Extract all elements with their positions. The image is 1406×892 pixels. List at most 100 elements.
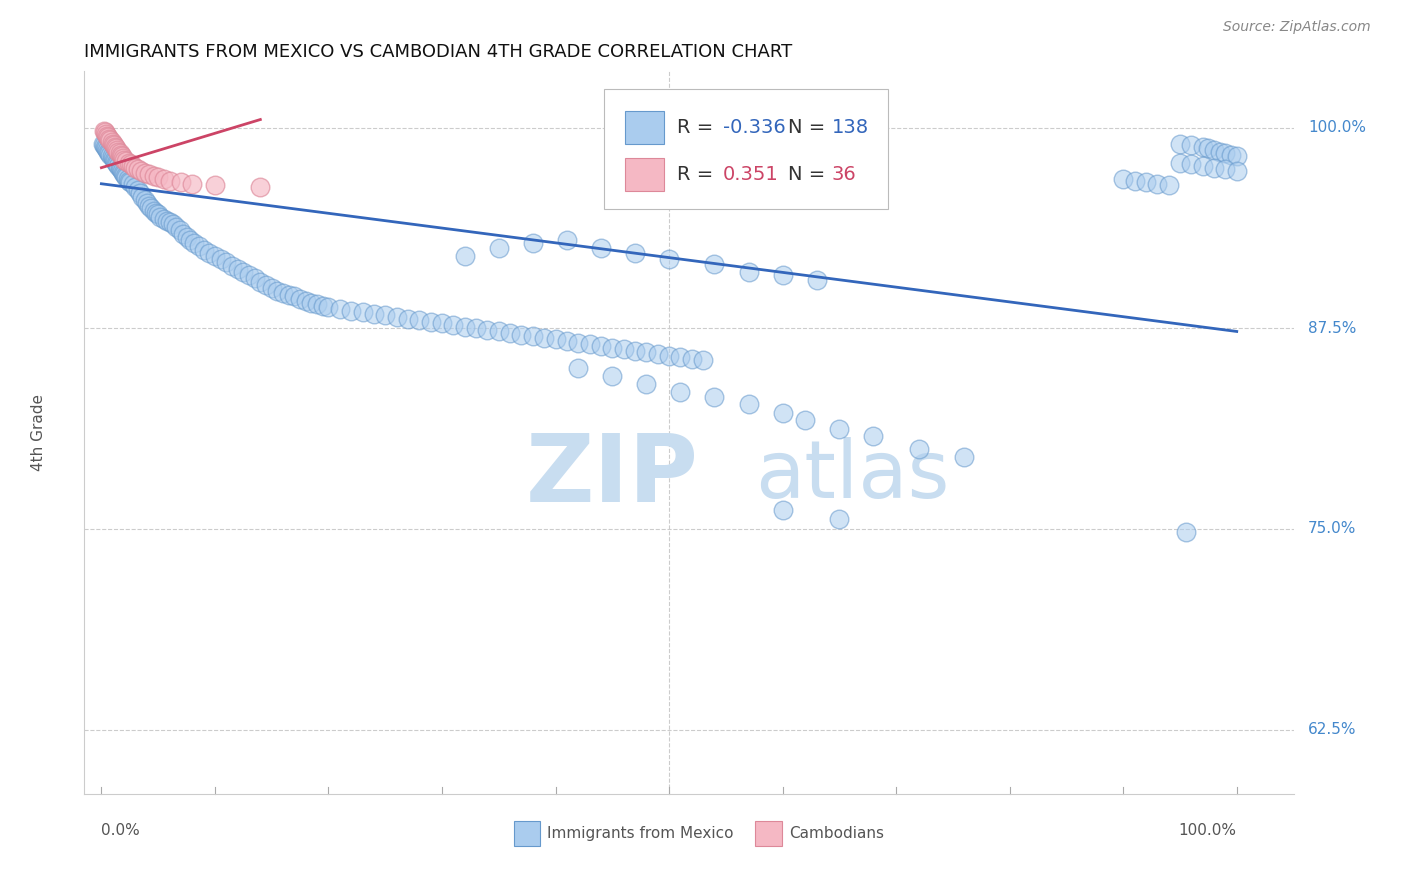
Text: 36: 36 <box>831 165 856 184</box>
Point <box>340 303 363 318</box>
Point <box>555 334 578 348</box>
Point <box>488 241 510 255</box>
Point <box>681 351 703 366</box>
Point <box>94 141 117 155</box>
Point <box>1180 157 1202 171</box>
Point <box>107 159 129 173</box>
Point <box>794 413 817 427</box>
Point <box>209 252 232 267</box>
Point <box>165 220 187 235</box>
Point <box>669 385 692 400</box>
Point <box>363 307 385 321</box>
Point <box>138 199 160 213</box>
Point <box>149 211 172 225</box>
Point <box>100 135 122 149</box>
Point <box>108 146 131 161</box>
Point <box>578 337 600 351</box>
Point <box>352 305 374 319</box>
Point <box>124 161 146 175</box>
Point <box>111 164 134 178</box>
Point <box>172 227 194 241</box>
Point <box>204 249 226 263</box>
Point <box>294 293 316 308</box>
Point <box>93 138 115 153</box>
Bar <box>513 822 540 846</box>
Point <box>97 130 120 145</box>
Point <box>1157 178 1180 193</box>
Text: Immigrants from Mexico: Immigrants from Mexico <box>547 826 734 841</box>
Text: Source: ZipAtlas.com: Source: ZipAtlas.com <box>1223 21 1371 34</box>
Text: R =: R = <box>676 119 720 137</box>
Point <box>419 315 441 329</box>
Point <box>221 259 243 273</box>
Point <box>772 268 794 283</box>
Point <box>169 223 191 237</box>
Point <box>1191 140 1213 154</box>
Point <box>127 162 149 177</box>
Text: atlas: atlas <box>755 437 950 515</box>
Point <box>430 317 453 331</box>
Point <box>110 162 132 177</box>
Point <box>1191 159 1213 173</box>
Point <box>111 165 134 179</box>
Point <box>159 215 181 229</box>
Point <box>105 143 128 157</box>
Point <box>828 422 851 436</box>
Point <box>636 345 658 359</box>
Point <box>142 169 165 183</box>
Point <box>124 180 146 194</box>
Point <box>183 236 205 251</box>
Point <box>772 406 794 420</box>
Point <box>828 512 851 526</box>
Point <box>454 319 477 334</box>
Point <box>101 151 124 165</box>
Text: N =: N = <box>789 119 831 137</box>
Point <box>204 178 226 193</box>
Point <box>283 289 305 303</box>
Point <box>1226 149 1249 163</box>
Point <box>93 124 115 138</box>
Point <box>146 207 169 221</box>
FancyBboxPatch shape <box>605 89 889 209</box>
Point <box>141 201 163 215</box>
Point <box>1209 145 1232 159</box>
Point <box>105 141 128 155</box>
Bar <box>624 112 664 144</box>
Point <box>703 257 725 271</box>
Point <box>669 350 692 364</box>
Point <box>1168 156 1191 170</box>
Point <box>103 153 125 167</box>
Point <box>114 169 136 183</box>
Point <box>600 369 623 384</box>
Point <box>266 285 288 299</box>
Point <box>145 205 167 219</box>
Point <box>115 154 138 169</box>
Text: 75.0%: 75.0% <box>1308 522 1357 536</box>
Point <box>567 361 589 376</box>
Bar <box>755 822 782 846</box>
Point <box>329 301 352 316</box>
Point <box>408 313 430 327</box>
Point <box>288 293 311 307</box>
Point <box>110 148 132 162</box>
Point <box>737 397 759 411</box>
Point <box>146 170 169 185</box>
Point <box>953 450 976 464</box>
Point <box>120 157 142 171</box>
Point <box>238 268 260 283</box>
Point <box>117 173 139 187</box>
Point <box>1202 161 1225 175</box>
Point <box>156 213 179 227</box>
Point <box>385 310 408 324</box>
Point <box>1180 138 1202 153</box>
Point <box>138 167 160 181</box>
Point <box>134 193 156 207</box>
Text: 87.5%: 87.5% <box>1308 321 1357 335</box>
Point <box>98 146 121 161</box>
Point <box>624 245 647 260</box>
Point <box>122 159 145 173</box>
Point <box>117 156 139 170</box>
Point <box>101 136 124 151</box>
Point <box>806 273 828 287</box>
Point <box>510 327 533 342</box>
